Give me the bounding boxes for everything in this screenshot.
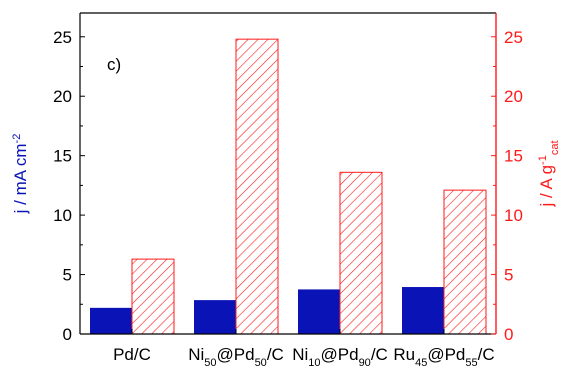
bar-hatched-1 <box>235 38 279 335</box>
right-tick-label: 20 <box>504 87 523 106</box>
left-tick-label: 20 <box>53 87 72 106</box>
left-tick-label: 5 <box>63 266 72 285</box>
left-tick-label: 25 <box>53 28 72 47</box>
bar-solid-2 <box>298 289 340 334</box>
right-tick-label: 25 <box>504 28 523 47</box>
x-tick-label: Ru45@Pd55/C <box>393 345 494 369</box>
plot-area: 0 5 10 15 20 25 0 5 10 15 20 25 Pd/C Ni50@Pd50/C Ni10@… <box>11 12 561 369</box>
right-tick-label: 10 <box>504 206 523 225</box>
bar-solid-3 <box>402 287 444 334</box>
left-tick-label: 0 <box>63 325 72 344</box>
right-tick-label: 0 <box>504 325 513 344</box>
left-tick-label: 15 <box>53 147 72 166</box>
bar-solid-1 <box>194 300 236 334</box>
panel-label: c) <box>107 55 121 74</box>
bar-hatched-3 <box>443 189 487 335</box>
x-tick-label: Pd/C <box>113 345 151 364</box>
x-tick-label: Ni10@Pd90/C <box>292 345 388 369</box>
right-tick-label: 15 <box>504 147 523 166</box>
bar-solid-0 <box>90 307 132 334</box>
left-tick-label: 10 <box>53 206 72 225</box>
x-tick-label: Ni50@Pd50/C <box>188 345 284 369</box>
bar-hatched-0 <box>131 258 175 335</box>
y-axis-label-left: j / mA cm-2 <box>11 134 30 215</box>
bar-hatched-2 <box>339 171 383 335</box>
y-axis-label-right: j / A g-1cat <box>537 140 561 207</box>
right-tick-label: 5 <box>504 266 513 285</box>
